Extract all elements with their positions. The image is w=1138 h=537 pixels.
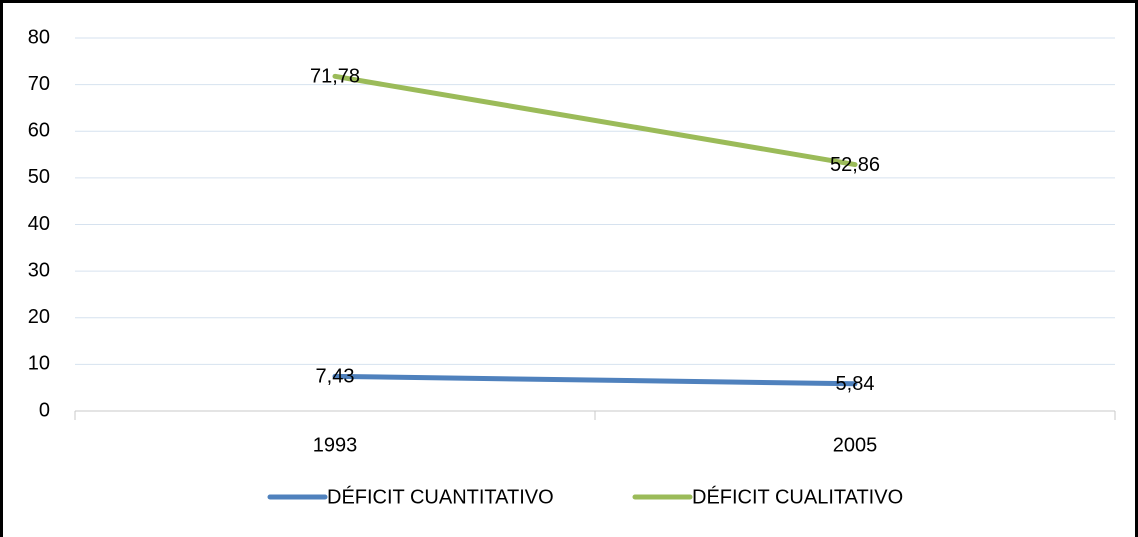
y-tick-label: 70 [28, 73, 50, 95]
y-tick-label: 20 [28, 306, 50, 328]
y-tick-label: 80 [28, 26, 50, 48]
legend-label: DÉFICIT CUALITATIVO [692, 485, 903, 508]
data-label: 52,86 [830, 154, 880, 176]
legend-label: DÉFICIT CUANTITATIVO [327, 485, 554, 508]
data-label: 71,78 [310, 66, 360, 88]
y-tick-label: 40 [28, 213, 50, 235]
data-label: 5,84 [836, 373, 875, 395]
x-tick-label: 1993 [313, 434, 358, 456]
y-tick-label: 10 [28, 353, 50, 375]
y-tick-label: 0 [39, 399, 50, 421]
y-tick-label: 30 [28, 259, 50, 281]
y-tick-label: 60 [28, 120, 50, 142]
data-label: 7,43 [316, 366, 355, 388]
x-tick-label: 2005 [833, 434, 878, 456]
series-line [332, 73, 858, 168]
y-tick-label: 50 [28, 166, 50, 188]
series-line [332, 373, 858, 387]
